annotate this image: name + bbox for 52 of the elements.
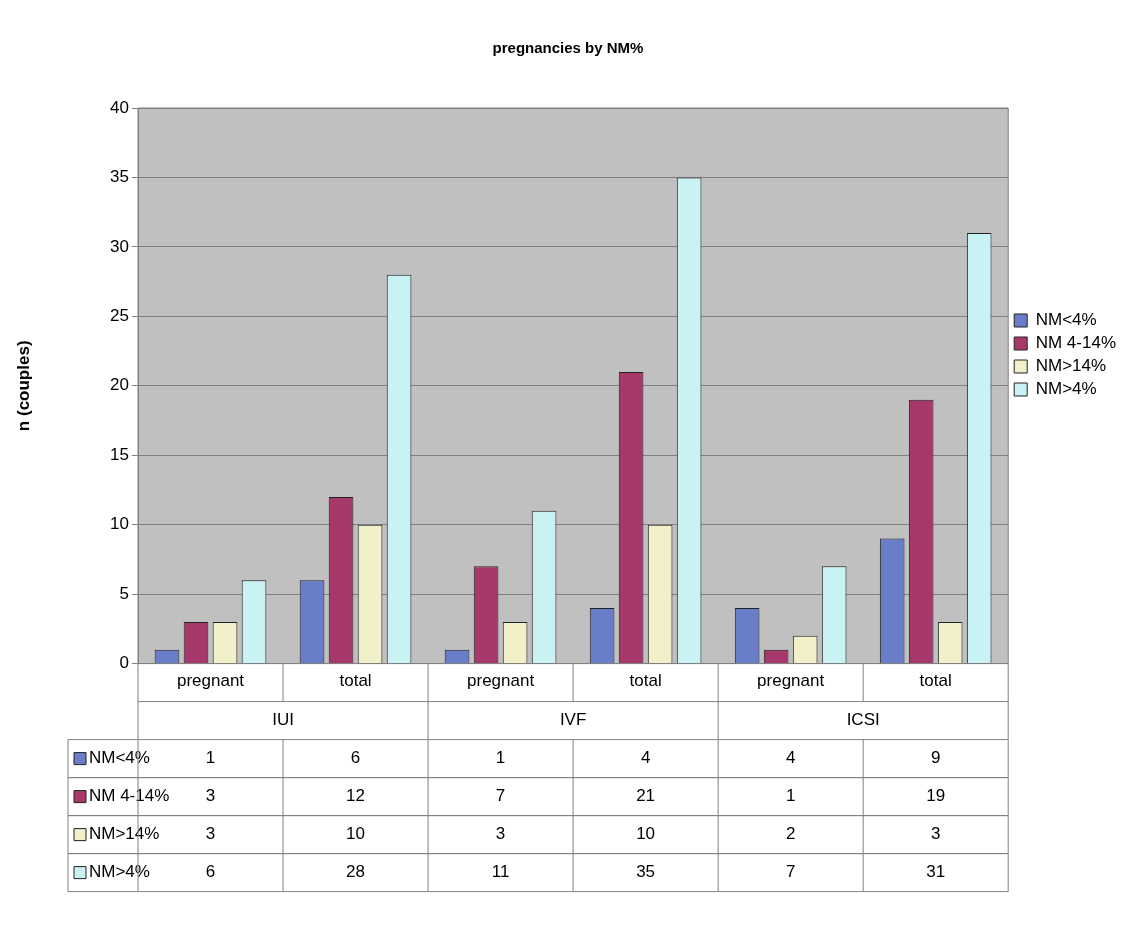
data-label: 10 xyxy=(346,824,366,844)
y-axis-title: n (couples) xyxy=(13,340,33,432)
data-label: 7 xyxy=(785,862,796,882)
data-label: 7 xyxy=(495,786,506,806)
data-label: 10 xyxy=(636,824,656,844)
y-tick-label: 25 xyxy=(110,306,129,326)
data-label: 4 xyxy=(640,748,651,768)
data-label: 28 xyxy=(346,862,366,882)
legend-label: NM 4-14% xyxy=(1035,333,1117,353)
x-tick-label: total xyxy=(919,671,952,691)
data-label: 35 xyxy=(636,862,656,882)
legend-label: NM>14% xyxy=(1035,356,1107,376)
y-tick-label: 0 xyxy=(119,653,129,673)
data-label: 19 xyxy=(926,786,946,806)
data-label: 1 xyxy=(785,786,796,806)
data-label: 9 xyxy=(930,748,941,768)
data-label: 6 xyxy=(205,862,216,882)
data-label: 21 xyxy=(636,786,656,806)
text: NM>14% xyxy=(89,824,160,844)
y-tick-label: 40 xyxy=(110,97,129,117)
y-tick-label: 15 xyxy=(110,444,129,464)
x-tick-label: total xyxy=(629,671,662,691)
data-label: 3 xyxy=(930,824,941,844)
y-tick-label: 30 xyxy=(110,236,129,256)
data-label: 3 xyxy=(205,824,216,844)
x-tick-label: pregnant xyxy=(757,671,825,691)
y-tick-label: 35 xyxy=(110,167,129,187)
text: ICSI xyxy=(846,710,880,730)
data-label: 2 xyxy=(785,824,796,844)
data-label: 4 xyxy=(785,748,796,768)
text: NM<4% xyxy=(1035,310,1097,330)
text: NM 4-14% xyxy=(89,786,170,806)
data-label: 1 xyxy=(495,748,506,768)
text: NM>4% xyxy=(89,862,150,882)
legend-label: NM>4% xyxy=(1035,379,1097,399)
chart-title: pregnancies by NM% xyxy=(492,39,644,57)
text: IVF xyxy=(559,710,587,730)
x-tick-label: pregnant xyxy=(467,671,535,691)
data-label: 1 xyxy=(205,748,216,768)
data-label: 6 xyxy=(350,748,361,768)
data-label: 11 xyxy=(491,862,510,882)
y-tick-label: 5 xyxy=(119,583,129,603)
x-tick-label: pregnant xyxy=(176,671,245,691)
data-label: 31 xyxy=(926,862,946,882)
data-label: 12 xyxy=(346,786,366,806)
y-tick-label: 20 xyxy=(110,375,129,395)
data-label: 3 xyxy=(495,824,506,844)
data-label: 3 xyxy=(205,786,216,806)
legend-label: NM<4% xyxy=(89,748,150,768)
text: IUI xyxy=(272,710,294,730)
y-tick-label: 10 xyxy=(110,514,129,534)
x-tick-label: total xyxy=(339,671,372,691)
